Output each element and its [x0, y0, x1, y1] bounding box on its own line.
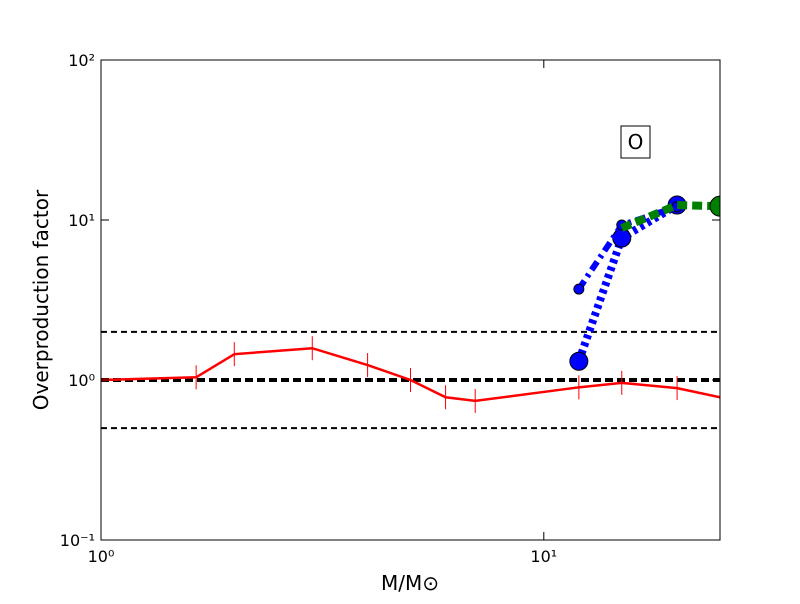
marker	[573, 283, 585, 295]
plot-frame	[100, 59, 721, 541]
x-axis-label: M/M⊙	[381, 571, 439, 595]
marker	[569, 351, 589, 371]
annotation: O	[628, 130, 644, 154]
y-tick-label: 10¹	[68, 211, 95, 230]
plot-area	[101, 195, 720, 430]
series-line	[620, 201, 720, 232]
y-tick-label: 10⁰	[68, 371, 95, 390]
series-line	[101, 346, 720, 403]
y-axis-label: Overproduction factor	[29, 189, 53, 410]
y-tick-label: 10²	[68, 51, 95, 70]
annotation-box	[620, 125, 651, 159]
y-tick-label: 10⁻¹	[60, 531, 95, 550]
x-tick-label: 10¹	[530, 547, 557, 566]
marker	[709, 195, 720, 217]
x-tick-label: 10⁰	[88, 547, 115, 566]
